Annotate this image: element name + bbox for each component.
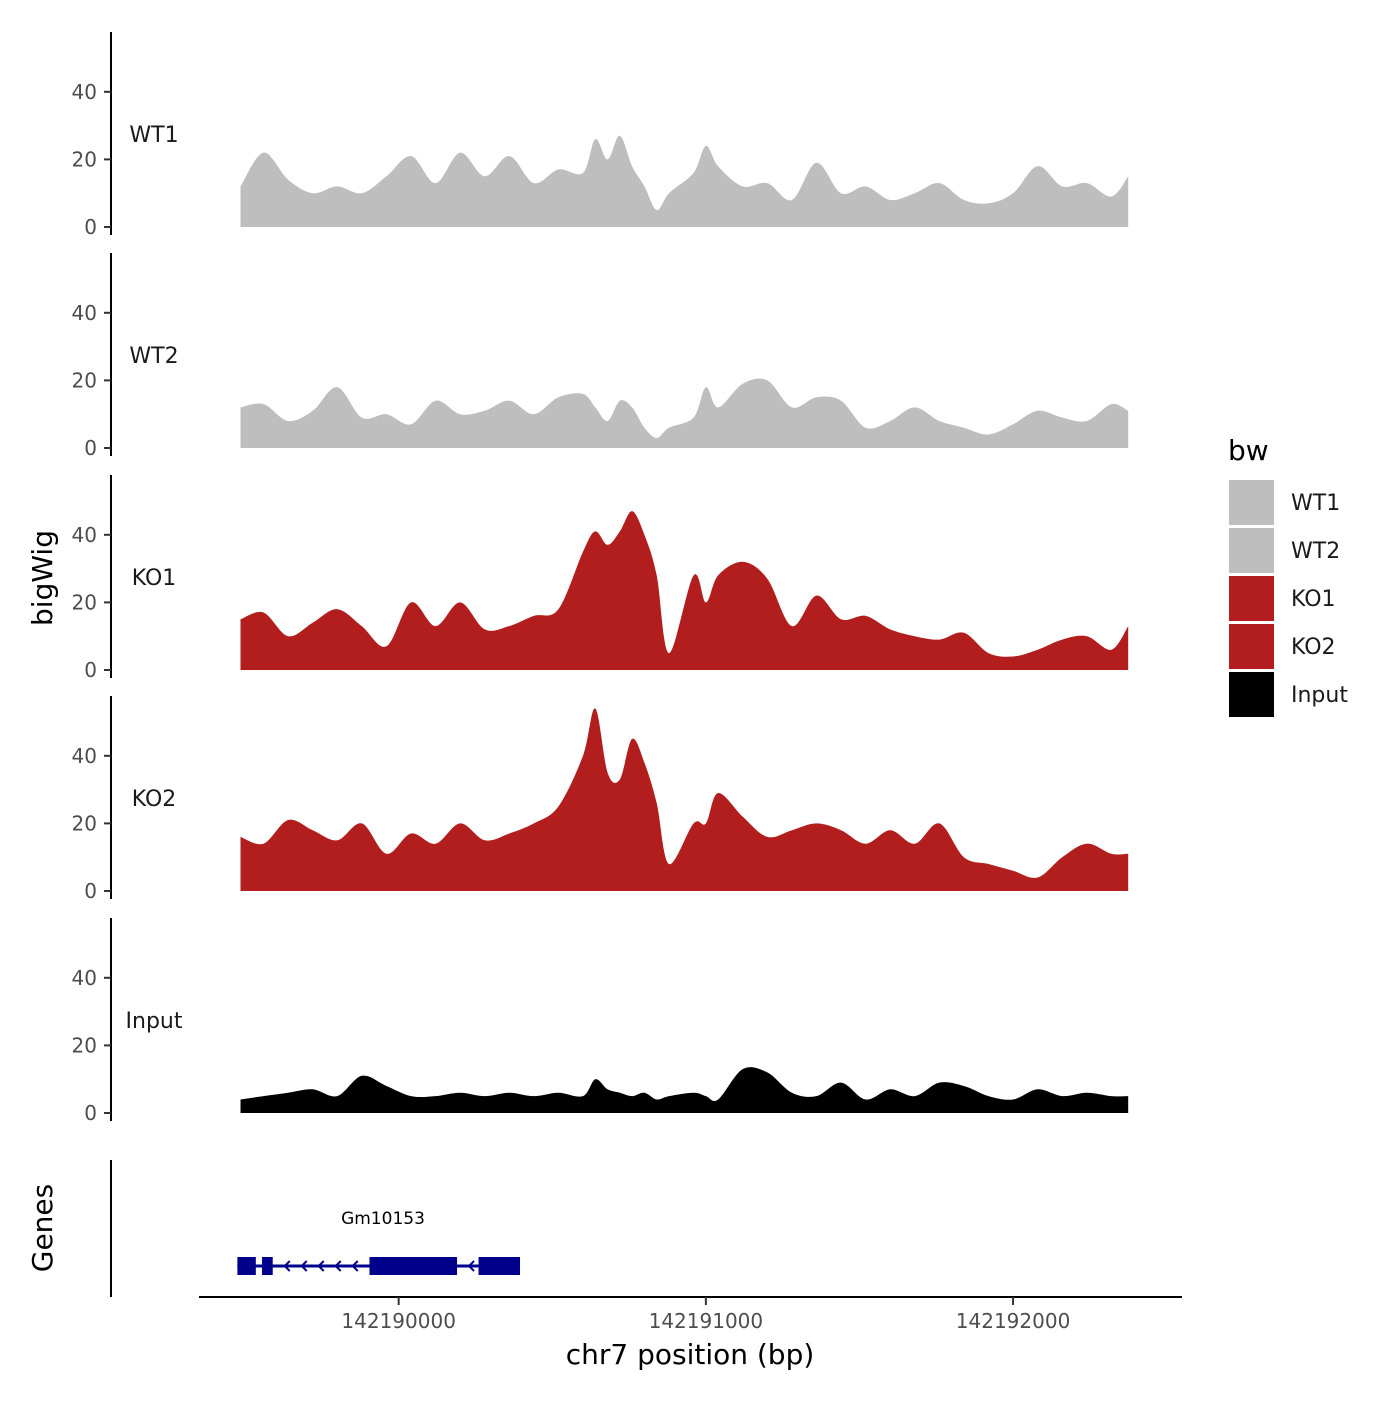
signal-area-wt1 bbox=[240, 135, 1129, 227]
track-label-ko2: KO2 bbox=[132, 787, 177, 812]
gene-model-Gm10153 bbox=[237, 1257, 521, 1275]
gene-exon bbox=[369, 1257, 458, 1275]
y-tick-label: 40 bbox=[72, 80, 97, 104]
strand-arrow bbox=[334, 1260, 342, 1272]
legend-label-input: Input bbox=[1291, 683, 1348, 708]
y-axis-title: bigWig bbox=[26, 530, 59, 626]
y-tick-label: 20 bbox=[72, 811, 97, 835]
legend-label-ko2: KO2 bbox=[1291, 635, 1336, 660]
y-tick-label: 40 bbox=[72, 301, 97, 325]
legend-swatch-ko2 bbox=[1229, 624, 1274, 669]
y-tick-label: 20 bbox=[72, 590, 97, 614]
legend: bw WT1 WT2 KO1 KO2 Input bbox=[1228, 434, 1348, 717]
signal-tracks: 0 20 40 WT1 0 20 40 WT2 0 20 40 KO1 0 20 40 KO2 0 20 40 Inp… bbox=[72, 32, 1129, 1125]
legend-swatch-input bbox=[1229, 672, 1274, 717]
x-tick-label: 142191000 bbox=[649, 1309, 764, 1333]
track-wt1: 0 20 40 WT1 bbox=[72, 32, 1129, 239]
strand-arrow bbox=[283, 1260, 291, 1272]
legend-swatch-wt1 bbox=[1229, 480, 1274, 525]
y-tick-label: 20 bbox=[72, 1033, 97, 1057]
strand-arrow bbox=[300, 1260, 308, 1272]
track-label-ko1: KO1 bbox=[132, 566, 177, 591]
y-tick-label: 40 bbox=[72, 744, 97, 768]
y-tick-label: 20 bbox=[72, 147, 97, 171]
strand-arrow bbox=[317, 1260, 325, 1272]
legend-title: bw bbox=[1228, 434, 1269, 467]
track-label-wt1: WT1 bbox=[129, 123, 178, 148]
x-tick-label: 142192000 bbox=[956, 1309, 1071, 1333]
strand-arrow bbox=[467, 1260, 475, 1272]
legend-label-wt1: WT1 bbox=[1291, 491, 1340, 516]
legend-swatch-ko1 bbox=[1229, 576, 1274, 621]
signal-area-wt2 bbox=[240, 378, 1129, 448]
y-tick-label: 0 bbox=[84, 658, 97, 682]
y-tick-label: 0 bbox=[84, 436, 97, 460]
track-ko2: 0 20 40 KO2 bbox=[72, 696, 1129, 903]
signal-area-input bbox=[240, 1067, 1129, 1113]
track-label-wt2: WT2 bbox=[129, 344, 178, 369]
legend-label-ko1: KO1 bbox=[1291, 587, 1336, 612]
y-tick-label: 40 bbox=[72, 966, 97, 990]
signal-area-ko2 bbox=[240, 708, 1129, 891]
x-tick-label: 142190000 bbox=[341, 1309, 456, 1333]
gene-exon bbox=[261, 1257, 273, 1275]
y-tick-label: 20 bbox=[72, 368, 97, 392]
gene-exon bbox=[237, 1257, 256, 1275]
signal-area-ko1 bbox=[240, 511, 1129, 670]
x-axis-title: chr7 position (bp) bbox=[566, 1338, 815, 1371]
gene-exon bbox=[478, 1257, 521, 1275]
legend-label-wt2: WT2 bbox=[1291, 539, 1340, 564]
track-label-input: Input bbox=[126, 1009, 183, 1034]
y-tick-label: 40 bbox=[72, 523, 97, 547]
y-tick-label: 0 bbox=[84, 215, 97, 239]
gene-panel: Genes Gm10153 bbox=[26, 1160, 521, 1297]
x-axis: 142190000 142191000 142192000 bbox=[199, 1296, 1182, 1333]
track-ko1: 0 20 40 KO1 bbox=[72, 475, 1129, 682]
track-input: 0 20 40 Input bbox=[72, 918, 1129, 1125]
y-tick-label: 0 bbox=[84, 1101, 97, 1125]
legend-swatch-wt2 bbox=[1229, 528, 1274, 573]
strand-arrow bbox=[351, 1260, 359, 1272]
track-wt2: 0 20 40 WT2 bbox=[72, 253, 1129, 460]
gene-name-label: Gm10153 bbox=[341, 1209, 425, 1229]
y-tick-label: 0 bbox=[84, 879, 97, 903]
genes-axis-title: Genes bbox=[26, 1184, 59, 1272]
